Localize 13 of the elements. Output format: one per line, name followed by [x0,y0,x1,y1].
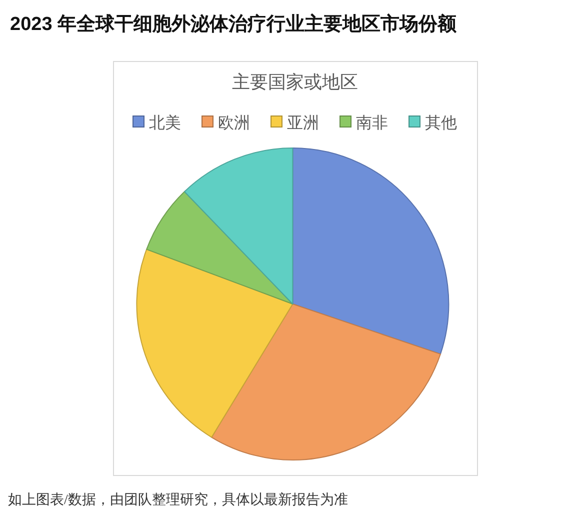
legend-label: 亚洲 [287,113,319,132]
pie-slice [146,191,294,304]
legend-label: 南非 [356,113,388,132]
legend-label: 其他 [425,113,457,132]
pie-slice [184,148,294,304]
chart-subtitle: 主要国家或地区 [232,72,358,93]
pie-slice [292,148,449,355]
text: 如上图表/数据，由团队整理研究，具体以最新报告为准 [8,492,348,508]
chart-title: 2023 年全球干细胞外泌体治疗行业主要地区市场份额 [10,13,458,35]
legend-label: 欧洲 [218,113,250,132]
pie-slice [136,248,294,438]
pie-slice [211,304,441,460]
legend-label: 北美 [149,113,181,132]
